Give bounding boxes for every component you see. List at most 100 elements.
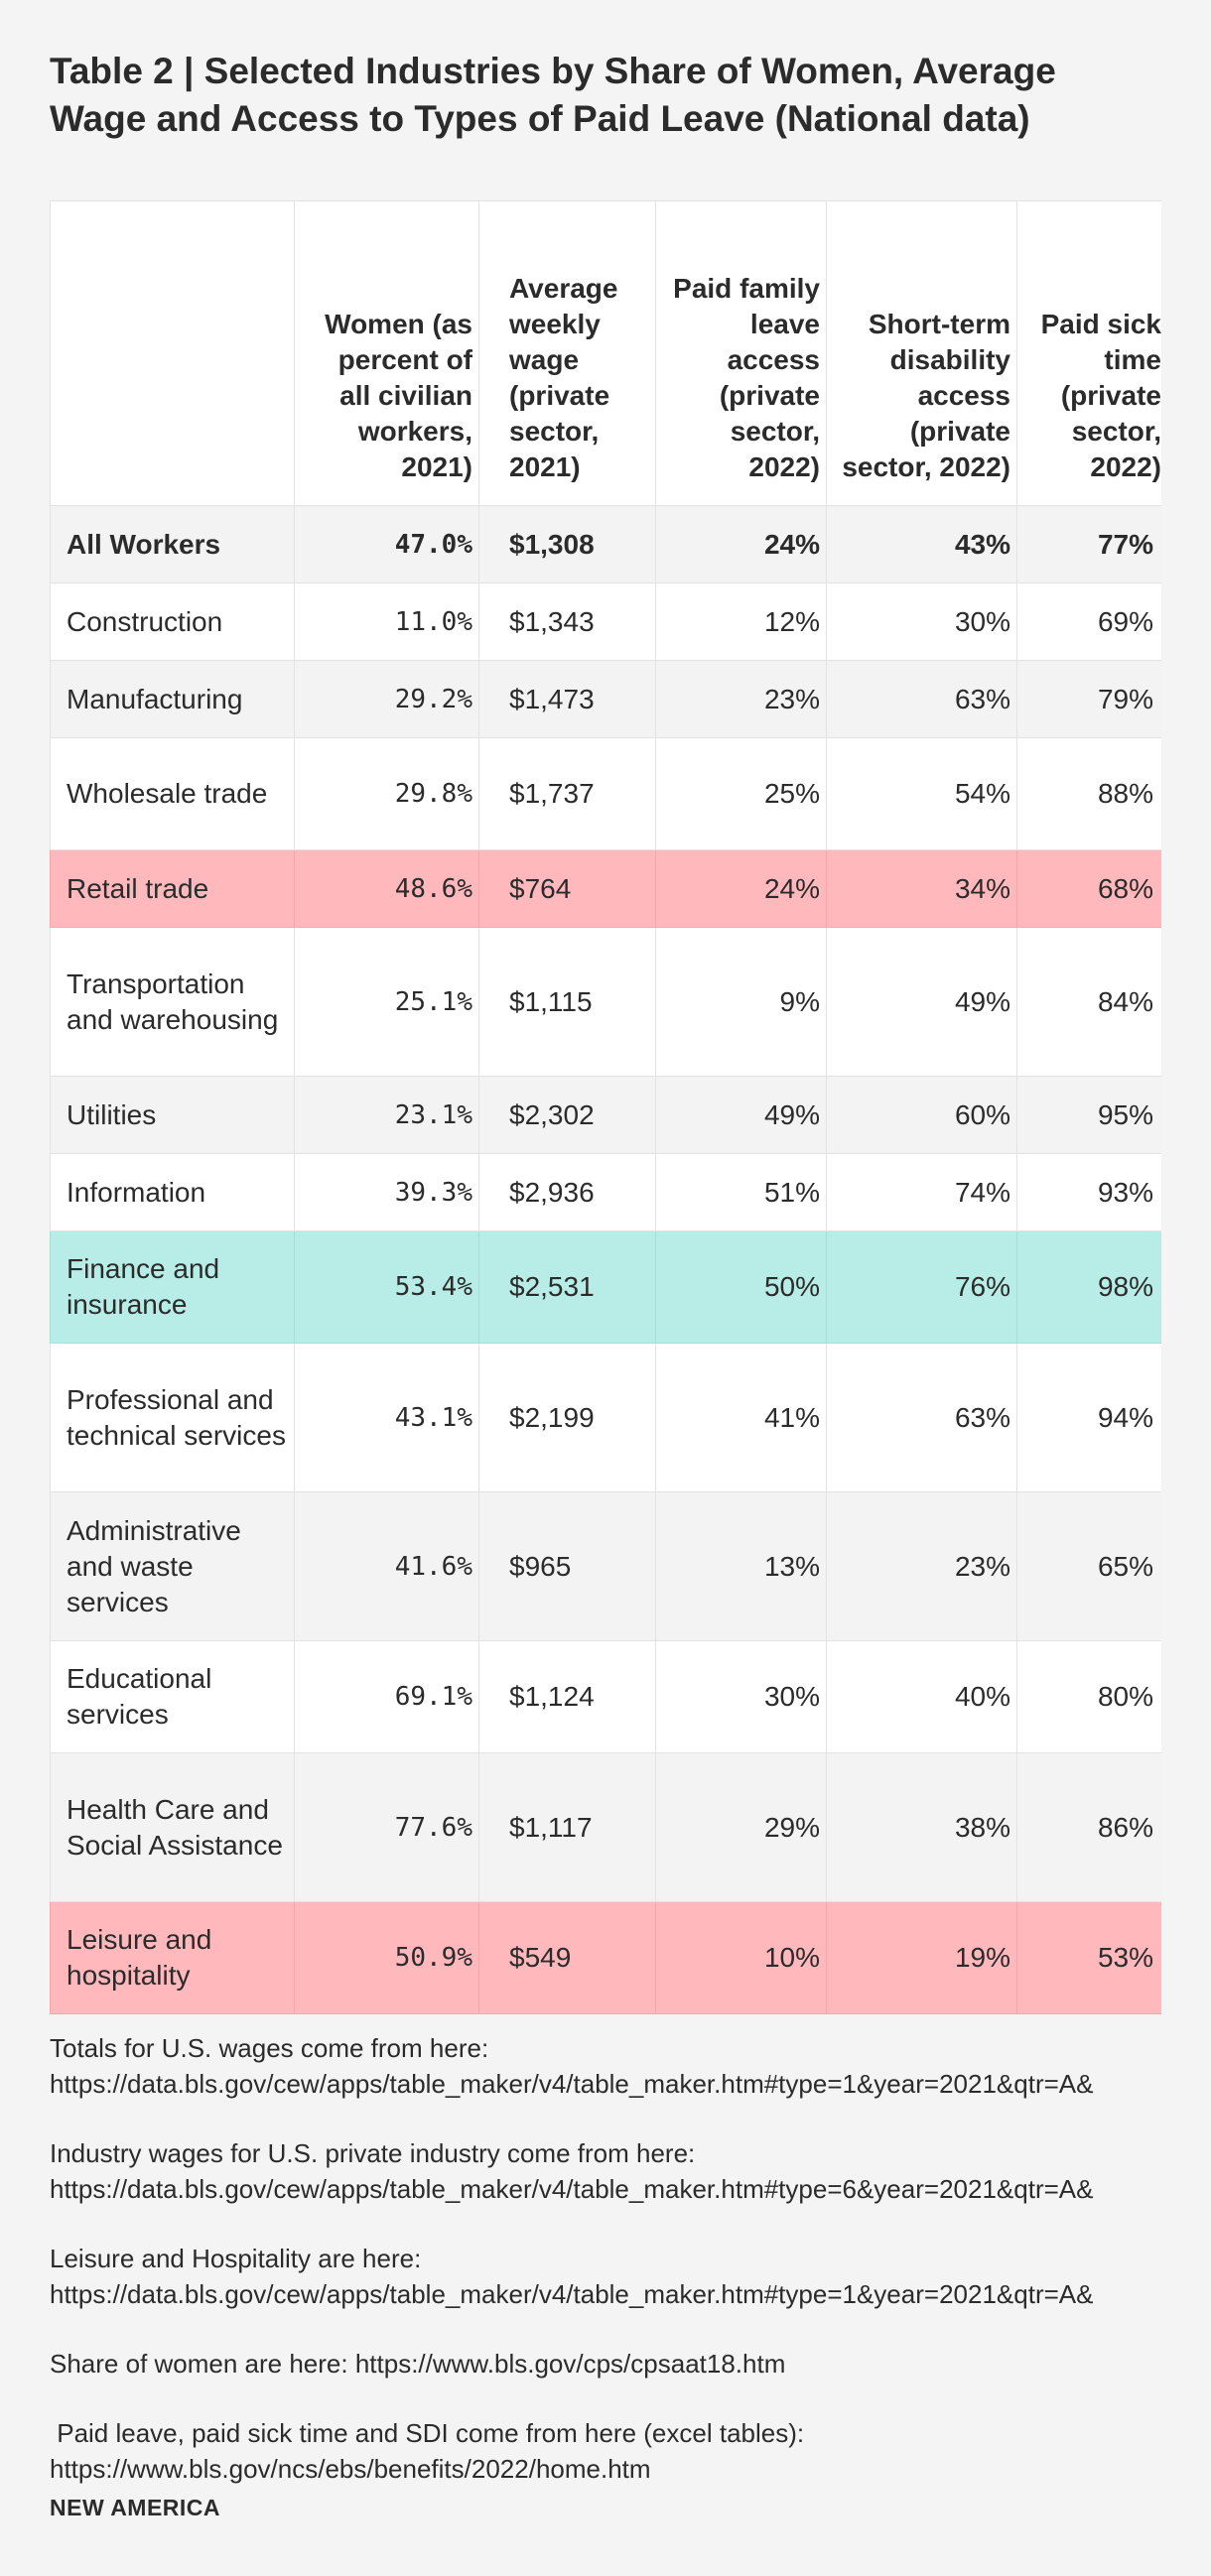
header-wage: Average weekly wage (private sector, 202…: [478, 200, 656, 506]
note-share-women: Share of women are here: https://www.bls…: [50, 2346, 1211, 2382]
women-cell: 29.8%: [294, 737, 479, 850]
disability-cell: 63%: [826, 660, 1017, 738]
disability-cell: 34%: [826, 849, 1017, 928]
table-row: Manufacturing 29.2% $1,473 23% 63% 79%: [50, 660, 1161, 738]
wage-cell: $965: [478, 1491, 656, 1641]
industry-table: Women (as percent of all civilian worker…: [50, 200, 1161, 2014]
table-row: All Workers 47.0% $1,308 24% 43% 77%: [50, 505, 1161, 583]
industry-cell: Wholesale trade: [50, 737, 295, 850]
sick-time-cell: 68%: [1016, 849, 1161, 928]
sick-time-cell: 84%: [1016, 927, 1161, 1077]
women-cell: 47.0%: [294, 505, 479, 583]
sick-time-cell: 53%: [1016, 1901, 1161, 2014]
page: Table 2 | Selected Industries by Share o…: [50, 0, 1161, 2520]
table-row: Health Care and Social Assistance 77.6% …: [50, 1752, 1161, 1902]
note-text: Totals for U.S. wages come from here:: [50, 2033, 489, 2063]
family-leave-cell: 23%: [655, 660, 827, 738]
sick-time-cell: 69%: [1016, 582, 1161, 661]
family-leave-cell: 30%: [655, 1640, 827, 1753]
sick-time-cell: 94%: [1016, 1343, 1161, 1492]
note-paid-leave: Paid leave, paid sick time and SDI come …: [50, 2415, 1211, 2487]
note-text: Paid leave, paid sick time and SDI come …: [50, 2418, 805, 2448]
table-row: Construction 11.0% $1,343 12% 30% 69%: [50, 582, 1161, 661]
family-leave-cell: 24%: [655, 849, 827, 928]
wage-cell: $1,343: [478, 582, 656, 661]
header-industry: [50, 200, 295, 506]
women-cell: 29.2%: [294, 660, 479, 738]
women-cell: 48.6%: [294, 849, 479, 928]
women-cell: 39.3%: [294, 1153, 479, 1231]
women-cell: 25.1%: [294, 927, 479, 1077]
table-row: Utilities 23.1% $2,302 49% 60% 95%: [50, 1076, 1161, 1154]
note-link[interactable]: https://data.bls.gov/cew/apps/table_make…: [50, 2279, 1094, 2309]
source-notes: Totals for U.S. wages come from here: ht…: [50, 2030, 1211, 2520]
disability-cell: 60%: [826, 1076, 1017, 1154]
women-cell: 11.0%: [294, 582, 479, 661]
wage-cell: $1,308: [478, 505, 656, 583]
table-row: Leisure and hospitality 50.9% $549 10% 1…: [50, 1901, 1161, 2014]
disability-cell: 40%: [826, 1640, 1017, 1753]
sick-time-cell: 93%: [1016, 1153, 1161, 1231]
wage-cell: $1,473: [478, 660, 656, 738]
table-row: Professional and technical services 43.1…: [50, 1343, 1161, 1492]
industry-cell: All Workers: [50, 505, 295, 583]
header-family-leave: Paid family leave access (private sector…: [655, 200, 827, 506]
disability-cell: 54%: [826, 737, 1017, 850]
disability-cell: 38%: [826, 1752, 1017, 1902]
wage-cell: $1,124: [478, 1640, 656, 1753]
disability-cell: 23%: [826, 1491, 1017, 1641]
women-cell: 77.6%: [294, 1752, 479, 1902]
family-leave-cell: 41%: [655, 1343, 827, 1492]
women-cell: 23.1%: [294, 1076, 479, 1154]
sick-time-cell: 95%: [1016, 1076, 1161, 1154]
note-text: Industry wages for U.S. private industry…: [50, 2138, 696, 2168]
family-leave-cell: 9%: [655, 927, 827, 1077]
family-leave-cell: 29%: [655, 1752, 827, 1902]
family-leave-cell: 51%: [655, 1153, 827, 1231]
wage-cell: $2,199: [478, 1343, 656, 1492]
disability-cell: 49%: [826, 927, 1017, 1077]
industry-cell: Utilities: [50, 1076, 295, 1154]
disability-cell: 63%: [826, 1343, 1017, 1492]
industry-table-container: Women (as percent of all civilian worker…: [50, 200, 1161, 2014]
sick-time-cell: 88%: [1016, 737, 1161, 850]
industry-cell: Construction: [50, 582, 295, 661]
sick-time-cell: 79%: [1016, 660, 1161, 738]
sick-time-cell: 86%: [1016, 1752, 1161, 1902]
wage-cell: $2,302: [478, 1076, 656, 1154]
wage-cell: $1,115: [478, 927, 656, 1077]
sick-time-cell: 77%: [1016, 505, 1161, 583]
industry-cell: Leisure and hospitality: [50, 1901, 295, 2014]
wage-cell: $764: [478, 849, 656, 928]
note-link[interactable]: https://www.bls.gov/ncs/ebs/benefits/202…: [50, 2454, 651, 2484]
header-disability: Short-term disability access (private se…: [826, 200, 1017, 506]
industry-cell: Transportation and warehousing: [50, 927, 295, 1077]
family-leave-cell: 10%: [655, 1901, 827, 2014]
wage-cell: $1,117: [478, 1752, 656, 1902]
women-cell: 53.4%: [294, 1230, 479, 1344]
sick-time-cell: 80%: [1016, 1640, 1161, 1753]
family-leave-cell: 13%: [655, 1491, 827, 1641]
note-link[interactable]: https://data.bls.gov/cew/apps/table_make…: [50, 2069, 1094, 2099]
disability-cell: 43%: [826, 505, 1017, 583]
industry-cell: Manufacturing: [50, 660, 295, 738]
industry-cell: Administrative and waste services: [50, 1491, 295, 1641]
women-cell: 43.1%: [294, 1343, 479, 1492]
brand-logo-text: NEW AMERICA: [50, 2495, 221, 2520]
note-us-wages: Totals for U.S. wages come from here: ht…: [50, 2030, 1211, 2102]
disability-cell: 74%: [826, 1153, 1017, 1231]
women-cell: 41.6%: [294, 1491, 479, 1641]
header-women: Women (as percent of all civilian worker…: [294, 200, 479, 506]
note-link[interactable]: https://data.bls.gov/cew/apps/table_make…: [50, 2174, 1094, 2204]
family-leave-cell: 24%: [655, 505, 827, 583]
family-leave-cell: 50%: [655, 1230, 827, 1344]
disability-cell: 19%: [826, 1901, 1017, 2014]
note-leisure-hospitality: Leisure and Hospitality are here: https:…: [50, 2241, 1211, 2312]
disability-cell: 30%: [826, 582, 1017, 661]
header-sick-time: Paid sick time (private sector, 2022): [1016, 200, 1161, 506]
table-row: Administrative and waste services 41.6% …: [50, 1491, 1161, 1641]
note-text: Leisure and Hospitality are here:: [50, 2244, 422, 2273]
sick-time-cell: 98%: [1016, 1230, 1161, 1344]
sick-time-cell: 65%: [1016, 1491, 1161, 1641]
industry-cell: Information: [50, 1153, 295, 1231]
